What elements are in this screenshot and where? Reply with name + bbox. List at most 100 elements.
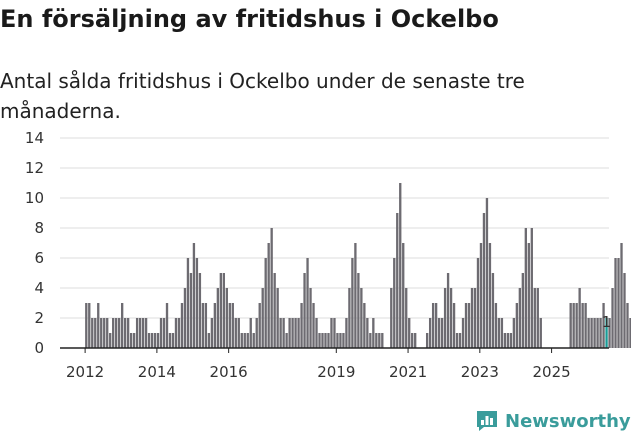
bar — [282, 318, 285, 348]
annotations: 1 — [602, 313, 612, 331]
bar — [144, 318, 148, 348]
bar — [569, 303, 572, 348]
bar — [614, 258, 617, 348]
bar — [515, 303, 519, 348]
bar — [467, 303, 471, 348]
bar — [258, 303, 261, 348]
bar — [183, 288, 187, 348]
bar — [590, 318, 593, 348]
bar — [171, 333, 175, 348]
bar — [437, 318, 441, 348]
bar — [497, 318, 501, 348]
bar — [399, 183, 402, 348]
bar — [578, 288, 581, 348]
bar — [626, 303, 629, 348]
bar — [294, 318, 297, 348]
bar — [234, 318, 237, 348]
bar — [252, 333, 255, 348]
bar — [216, 288, 220, 348]
bar — [249, 318, 252, 348]
bar — [186, 258, 190, 348]
bar — [180, 303, 184, 348]
bar — [479, 243, 483, 348]
bar — [369, 333, 372, 348]
bar — [276, 288, 279, 348]
bar — [285, 333, 288, 348]
bar — [443, 288, 447, 348]
y-tick-label: 8 — [34, 219, 44, 237]
bar — [210, 318, 214, 348]
bar — [360, 288, 363, 348]
bar — [440, 318, 444, 348]
bar-chart-icon — [477, 411, 497, 431]
y-tick-label: 12 — [25, 159, 44, 177]
bar — [201, 303, 205, 348]
bar — [141, 318, 145, 348]
bar — [94, 318, 97, 348]
bar — [527, 243, 530, 348]
bar — [165, 303, 169, 348]
bar — [192, 243, 196, 348]
bar — [405, 288, 408, 348]
bar — [109, 333, 112, 348]
bar — [351, 258, 354, 348]
bar — [396, 213, 399, 348]
bar — [106, 318, 109, 348]
bar — [488, 243, 492, 348]
bar — [503, 333, 507, 348]
bar — [593, 318, 596, 348]
bar — [372, 318, 375, 348]
bar — [243, 333, 246, 348]
bar — [428, 318, 432, 348]
bar — [177, 318, 181, 348]
bar — [168, 333, 172, 348]
bar — [327, 333, 330, 348]
x-tick-label: 2019 — [317, 363, 355, 381]
bar — [500, 318, 504, 348]
bar — [204, 303, 208, 348]
bar — [446, 273, 450, 348]
bar — [348, 288, 351, 348]
chart-subtitle: Antal sålda fritidshus i Ockelbo under d… — [0, 69, 525, 123]
bar — [512, 318, 516, 348]
bar — [118, 318, 121, 348]
bar — [336, 333, 339, 348]
bar — [449, 288, 453, 348]
bar — [228, 303, 231, 348]
y-tick-label: 14 — [25, 129, 44, 147]
bar — [264, 258, 267, 348]
bar — [411, 333, 414, 348]
bar-chart: 2012 2014 2016 2019 2021 2023 2025 0 2 4 6 8 10 12 14… — [25, 129, 631, 381]
bar — [138, 318, 142, 348]
bar — [195, 258, 199, 348]
bar — [482, 213, 486, 348]
bar — [455, 333, 459, 348]
bar — [596, 318, 599, 348]
bar — [270, 228, 273, 348]
bar — [402, 243, 405, 348]
bar — [279, 318, 282, 348]
bar — [509, 333, 513, 348]
bar — [333, 318, 336, 348]
bar — [414, 333, 417, 348]
bar — [312, 303, 315, 348]
bar — [153, 333, 157, 348]
y-tick-label: 2 — [34, 309, 44, 327]
bar — [491, 273, 495, 348]
bar — [123, 318, 127, 348]
x-tick-label: 2025 — [532, 363, 570, 381]
bar — [629, 318, 631, 348]
bar — [623, 273, 626, 348]
bar — [494, 303, 498, 348]
bar — [461, 318, 465, 348]
bar — [162, 318, 166, 348]
bar — [375, 333, 378, 348]
bar — [521, 273, 525, 348]
chart-title: En försäljning av fritidshus i Ockelbo — [0, 5, 499, 33]
bar — [599, 318, 602, 348]
bar — [581, 303, 584, 348]
bar — [100, 318, 103, 348]
bar — [470, 288, 474, 348]
bar — [321, 333, 324, 348]
bar — [476, 258, 480, 348]
